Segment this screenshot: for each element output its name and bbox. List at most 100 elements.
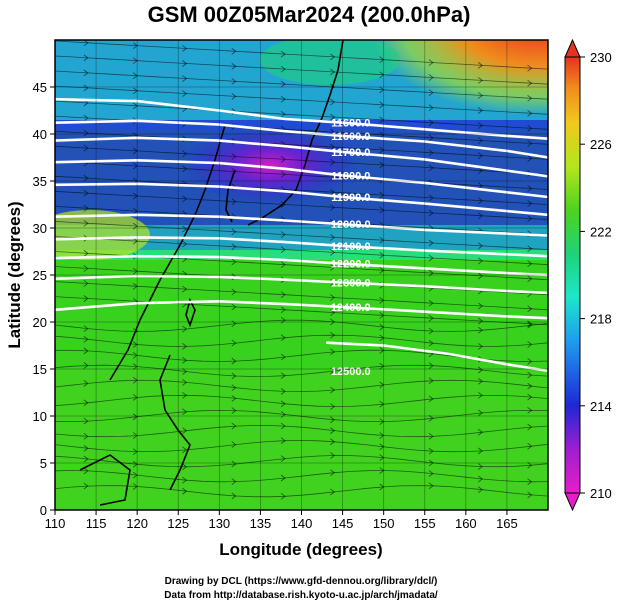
streamline-arrow bbox=[478, 122, 483, 129]
streamline-arrow bbox=[428, 459, 434, 467]
streamline-arrow bbox=[132, 352, 138, 359]
height-contour-label: 12300.0 bbox=[331, 278, 371, 290]
streamline-arrow bbox=[478, 257, 483, 265]
x-tick-label: 130 bbox=[208, 516, 230, 531]
streamline-arrow bbox=[83, 84, 89, 92]
streamline-arrow bbox=[132, 282, 138, 290]
streamline-arrow bbox=[231, 478, 237, 485]
streamline-arrow bbox=[379, 312, 385, 319]
streamline-arrow bbox=[83, 250, 89, 257]
height-contour-line bbox=[55, 119, 548, 159]
height-contour-label: 11900.0 bbox=[331, 192, 370, 204]
field-warm-west bbox=[55, 210, 150, 260]
streamline-arrow bbox=[280, 65, 286, 73]
streamline-arrow bbox=[428, 134, 434, 142]
x-tick-label: 125 bbox=[167, 516, 189, 531]
streamline-arrow bbox=[182, 165, 188, 173]
height-contour-label: 12200.0 bbox=[331, 259, 371, 271]
streamline-arrow bbox=[330, 488, 336, 496]
x-tick-label: 135 bbox=[250, 516, 272, 531]
streamline-arrow bbox=[330, 249, 336, 256]
streamline-arrow bbox=[527, 491, 533, 499]
streamline-arrow bbox=[428, 414, 434, 422]
streamline-arrow bbox=[527, 185, 533, 192]
streamline-arrow bbox=[182, 368, 188, 375]
streamline-arrow bbox=[182, 45, 188, 52]
height-contour-line bbox=[55, 236, 548, 258]
height-contour-label: 12000.0 bbox=[331, 219, 371, 231]
streamline-arrow bbox=[379, 297, 385, 304]
streamline-arrow bbox=[428, 433, 434, 440]
chart-title: GSM 00Z05Mar2024 (200.0hPa) bbox=[148, 2, 471, 27]
colorbar-fill bbox=[564, 56, 581, 494]
streamline-arrow bbox=[132, 471, 138, 479]
streamline-arrow bbox=[280, 201, 286, 208]
streamline-arrow bbox=[379, 131, 385, 139]
streamline-arrow bbox=[280, 411, 286, 418]
streamline-arrow bbox=[478, 447, 483, 455]
coast-china bbox=[109, 124, 226, 381]
colorbar-tick-label: 230 bbox=[590, 50, 612, 65]
streamline-arrow bbox=[280, 400, 286, 408]
streamline-arrow bbox=[379, 454, 385, 461]
streamline-arrow bbox=[330, 403, 336, 410]
streamline-arrow bbox=[330, 158, 336, 166]
streamline-arrow bbox=[83, 445, 89, 452]
streamline-arrow bbox=[132, 461, 138, 468]
streamline-arrow bbox=[280, 388, 286, 395]
streamline-arrow bbox=[83, 219, 89, 227]
streamline-arrow bbox=[280, 246, 286, 253]
colorbar-top-arrow bbox=[564, 38, 581, 58]
streamline-arrow bbox=[132, 162, 138, 170]
x-tick-label: 155 bbox=[414, 516, 436, 531]
colorbar-ticks: 210 214 218 222 226 230 bbox=[580, 50, 612, 501]
streamline-arrow bbox=[330, 427, 336, 434]
x-axis-ticks: 110 115 120 125 130 135 140 145 150 155 160 165 bbox=[45, 510, 518, 531]
streamline-arrow bbox=[231, 258, 237, 266]
streamline-arrow bbox=[83, 380, 89, 387]
streamline-arrow bbox=[428, 164, 434, 172]
coast-taiwan bbox=[185, 297, 196, 328]
colorbar: 210 214 218 222 226 230 bbox=[564, 38, 612, 512]
height-contour-label: 11600.0 bbox=[331, 131, 370, 143]
streamline-arrow bbox=[231, 288, 237, 296]
streamline-arrow bbox=[83, 467, 89, 475]
streamline-arrow bbox=[132, 147, 138, 155]
streamline-arrow bbox=[478, 212, 483, 220]
streamline-arrow bbox=[330, 68, 336, 76]
streamline-arrow bbox=[231, 47, 237, 55]
streamline-arrow bbox=[132, 363, 138, 370]
streamline-arrow bbox=[83, 114, 89, 122]
streamline-arrow bbox=[280, 80, 286, 88]
streamline-arrow bbox=[379, 381, 385, 389]
streamline-arrow bbox=[280, 353, 286, 361]
streamline-arrow bbox=[280, 334, 286, 342]
colorbar-tick-label: 222 bbox=[590, 224, 612, 239]
streamline-arrow bbox=[231, 93, 237, 100]
streamline-arrow bbox=[527, 155, 533, 162]
streamline-arrow bbox=[330, 452, 336, 459]
streamline-arrow bbox=[330, 309, 336, 316]
height-contour-label: 12500.0 bbox=[331, 366, 371, 378]
streamline-arrow bbox=[83, 347, 89, 355]
streamline-arrow bbox=[231, 78, 237, 85]
streamline-arrow bbox=[478, 377, 483, 385]
streamline-arrow bbox=[231, 63, 237, 70]
streamline-arrow bbox=[428, 327, 434, 335]
streamline-arrow bbox=[428, 377, 434, 385]
y-tick-label: 40 bbox=[33, 127, 47, 142]
streamline-arrow bbox=[231, 339, 237, 347]
streamline-arrow bbox=[182, 240, 188, 248]
streamline-arrow bbox=[132, 483, 138, 490]
streamline-arrow bbox=[83, 325, 89, 332]
streamline-arrow bbox=[527, 260, 533, 268]
streamline-arrow bbox=[132, 72, 138, 80]
streamline-arrow bbox=[182, 195, 188, 203]
streamline-arrow bbox=[83, 265, 89, 272]
streamline-arrow bbox=[83, 174, 89, 182]
streamline-arrow bbox=[83, 204, 89, 212]
streamline-arrow bbox=[428, 239, 434, 247]
streamline-arrow bbox=[83, 40, 89, 47]
x-tick-label: 115 bbox=[86, 516, 107, 531]
streamline-arrow bbox=[527, 321, 533, 329]
